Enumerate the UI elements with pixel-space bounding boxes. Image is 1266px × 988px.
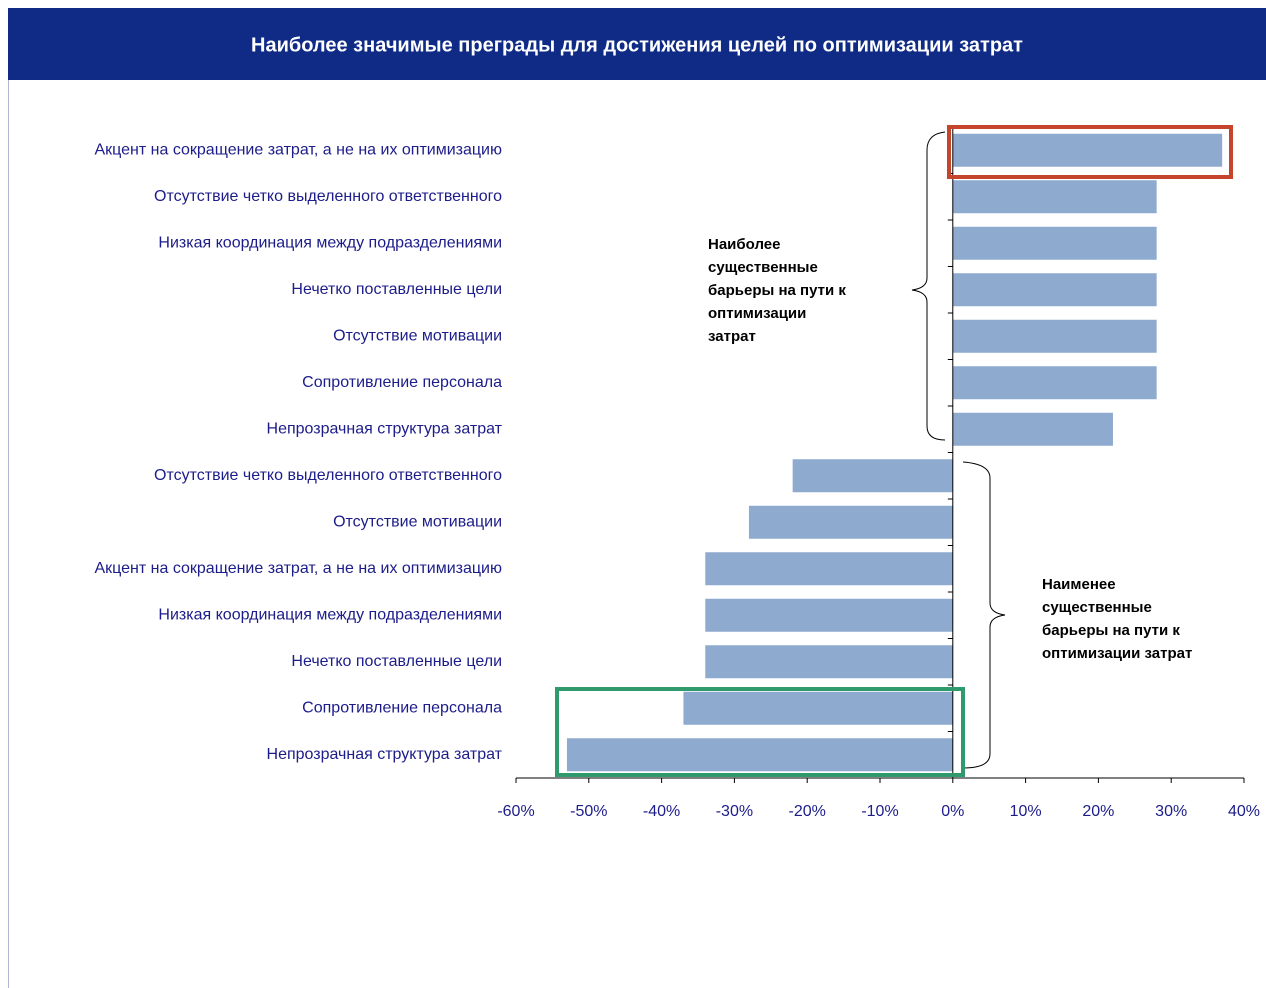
category-label: Сопротивление персонала [302,374,502,391]
title-banner [8,8,1266,80]
category-label: Отсутствие четко выделенного ответственн… [154,467,502,484]
annotation: существенные [708,259,818,276]
annotation: Наиболее [708,236,780,253]
annotation: существенные [1042,599,1152,616]
category-label: Акцент на сокращение затрат, а не на их … [94,141,502,158]
x-tick-label: 0% [941,803,964,820]
bar [683,691,953,725]
x-tick-label: -60% [497,803,534,820]
category-label: Нечетко поставленные цели [291,281,502,298]
category-label: Отсутствие мотивации [333,513,502,530]
x-tick-label: -30% [716,803,753,820]
category-label: Низкая координация между подразделениями [158,234,502,251]
annotation: затрат [708,328,756,345]
highlight-box [947,125,1233,179]
x-tick-label: -20% [789,803,826,820]
category-label: Низкая координация между подразделениями [158,606,502,623]
bar [705,645,953,679]
category-label: Акцент на сокращение затрат, а не на их … [94,560,502,577]
brace-top [911,131,946,441]
bar [952,180,1157,214]
bar [952,412,1113,446]
category-label: Непрозрачная структура затрат [267,746,503,763]
bar [792,459,953,493]
bar [952,226,1157,260]
x-tick-label: -50% [570,803,607,820]
annotation: барьеры на пути к [708,282,846,299]
chart-title: Наиболее значимые преграды для достижени… [251,34,1023,56]
x-tick-label: 10% [1010,803,1042,820]
x-tick-label: -40% [643,803,680,820]
bar [705,598,953,632]
category-label: Непрозрачная структура затрат [267,420,503,437]
bar [705,552,953,586]
category-label: Отсутствие четко выделенного ответственн… [154,188,502,205]
highlight-box [555,687,965,777]
annotation: оптимизации [708,305,806,322]
bar [566,738,953,772]
x-tick-label: 30% [1155,803,1187,820]
category-label: Сопротивление персонала [302,699,502,716]
bar [952,273,1157,307]
x-tick-label: 20% [1082,803,1114,820]
bar [952,133,1223,167]
x-tick-label: 40% [1228,803,1260,820]
bar [952,366,1157,400]
annotation: оптимизации затрат [1042,645,1192,662]
category-label: Отсутствие мотивации [333,327,502,344]
annotation: Наименее [1042,576,1116,593]
annotation: барьеры на пути к [1042,622,1180,639]
category-label: Нечетко поставленные цели [291,653,502,670]
bar [748,505,953,539]
x-tick-label: -10% [861,803,898,820]
bar [952,319,1157,353]
brace-bottom [962,461,1006,769]
